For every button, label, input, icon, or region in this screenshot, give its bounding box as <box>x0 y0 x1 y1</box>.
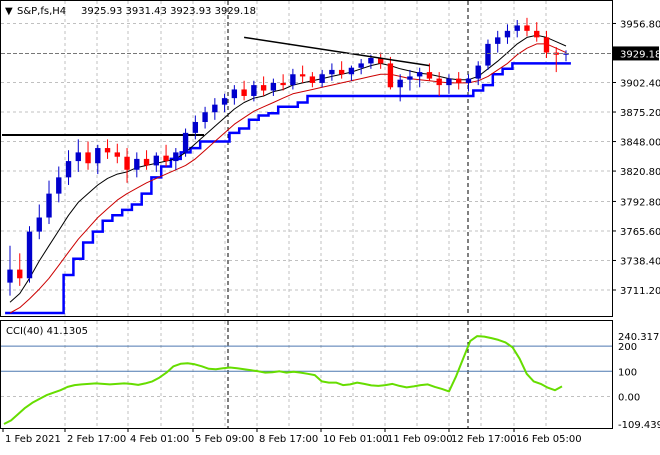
bear-candle <box>114 152 120 157</box>
bull-candle <box>153 155 159 166</box>
dropdown-arrow[interactable]: ▼ <box>5 6 13 17</box>
bear-candle <box>456 78 462 83</box>
cci-y-tick-label: -109.4397 <box>618 420 660 431</box>
y-tick-label: 3902.40 <box>620 79 660 90</box>
bull-candle <box>65 161 72 178</box>
envelope-low-line <box>5 62 571 315</box>
bull-candle <box>46 193 52 218</box>
ma-fast-line <box>9 34 567 303</box>
bull-candle <box>202 112 208 123</box>
x-tick-label: 2 Feb 17:00 <box>67 434 126 445</box>
bull-candle <box>212 104 218 113</box>
bear-candle <box>436 78 442 86</box>
bull-candle <box>417 72 423 77</box>
current-price-tag <box>613 46 659 61</box>
bull-candle <box>134 158 140 170</box>
bull-candle <box>504 30 511 38</box>
chart-axes: 1 Feb 2021 2 Feb 17:00 4 Feb 01:00 5 Feb 09… <box>2 19 660 445</box>
y-tick-label: 3765.60 <box>620 227 660 238</box>
current-price-label: 3929.18 <box>620 49 660 60</box>
bull-candle <box>397 79 403 88</box>
bull-candle <box>475 65 481 79</box>
trendline <box>243 36 430 67</box>
bear-candle <box>17 269 23 279</box>
bull-candle <box>192 122 199 133</box>
cci-title: CCI(40) 41.1305 <box>6 326 88 337</box>
bull-candle <box>368 57 374 64</box>
bull-candle <box>26 231 33 279</box>
bear-candle <box>426 72 433 79</box>
bull-candle <box>36 217 42 232</box>
bull-candle <box>514 25 520 31</box>
bull-candle <box>270 82 277 91</box>
chart-marks <box>1 17 612 425</box>
bull-candle <box>319 74 325 83</box>
bull-candle <box>465 78 472 83</box>
cci-y-tick-label: 200 <box>618 342 637 353</box>
bull-candle <box>495 37 501 44</box>
bull-candle <box>348 67 355 75</box>
x-tick-label: 5 Feb 09:00 <box>195 434 254 445</box>
bear-candle <box>143 158 150 166</box>
bear-candle <box>387 63 394 88</box>
bull-candle <box>407 76 413 80</box>
bear-candle <box>543 37 550 53</box>
bull-candle <box>563 53 569 55</box>
bull-candle <box>290 74 296 86</box>
bear-candle <box>280 82 286 86</box>
symbol-label: S&P,fs,H4 <box>17 6 66 17</box>
bear-candle <box>377 57 384 64</box>
cci-y-tick-label: 240.3176 <box>618 332 660 343</box>
x-tick-label: 11 Feb 09:00 <box>387 434 453 445</box>
x-tick-label: 12 Feb 17:00 <box>451 434 517 445</box>
bear-candle <box>104 148 111 153</box>
y-tick-label: 3875.20 <box>620 108 660 119</box>
bull-candle <box>173 152 179 162</box>
bull-candle <box>221 98 228 105</box>
bear-candle <box>309 76 316 83</box>
bull-candle <box>251 85 257 96</box>
bull-candle <box>485 43 491 66</box>
bull-candle <box>75 152 81 162</box>
bear-candle <box>163 155 169 162</box>
bull-candle <box>7 269 13 283</box>
bear-candle <box>85 152 91 164</box>
bear-candle <box>524 25 530 31</box>
cci-panel-frame <box>0 320 613 429</box>
bull-candle <box>446 78 452 86</box>
bull-candle <box>329 69 335 75</box>
main-panel-frame <box>0 0 613 317</box>
bull-candle <box>56 177 62 194</box>
y-tick-label: 3792.80 <box>620 197 660 208</box>
x-tick-label: 1 Feb 2021 <box>5 434 61 445</box>
bull-candle <box>182 132 189 153</box>
y-tick-label: 3956.80 <box>620 19 660 30</box>
bear-candle <box>260 85 267 91</box>
bear-candle <box>299 74 306 77</box>
cci-line <box>3 335 563 425</box>
bull-candle <box>231 89 238 99</box>
bear-candle <box>124 156 130 170</box>
y-tick-label: 3738.40 <box>620 256 660 267</box>
bull-candle <box>95 148 101 164</box>
x-tick-label: 4 Feb 01:00 <box>130 434 189 445</box>
ohlc-values: 3925.93 3931.43 3923.93 3929.18 <box>81 6 256 17</box>
bear-candle <box>241 89 247 96</box>
ma-slow-line <box>9 43 567 314</box>
y-tick-label: 3711.20 <box>620 286 660 297</box>
bear-candle <box>534 30 540 38</box>
x-tick-label: 8 Feb 17:00 <box>259 434 318 445</box>
y-tick-label: 3848.00 <box>620 138 660 149</box>
bull-candle <box>358 63 364 68</box>
cci-y-tick-label: 0.00 <box>618 392 640 403</box>
bear-candle <box>338 69 345 75</box>
x-tick-label: 10 Feb 01:00 <box>323 434 389 445</box>
x-tick-label: 16 Feb 05:00 <box>516 434 582 445</box>
cci-y-tick-label: 100 <box>618 367 637 378</box>
y-tick-label: 3820.80 <box>620 167 660 178</box>
